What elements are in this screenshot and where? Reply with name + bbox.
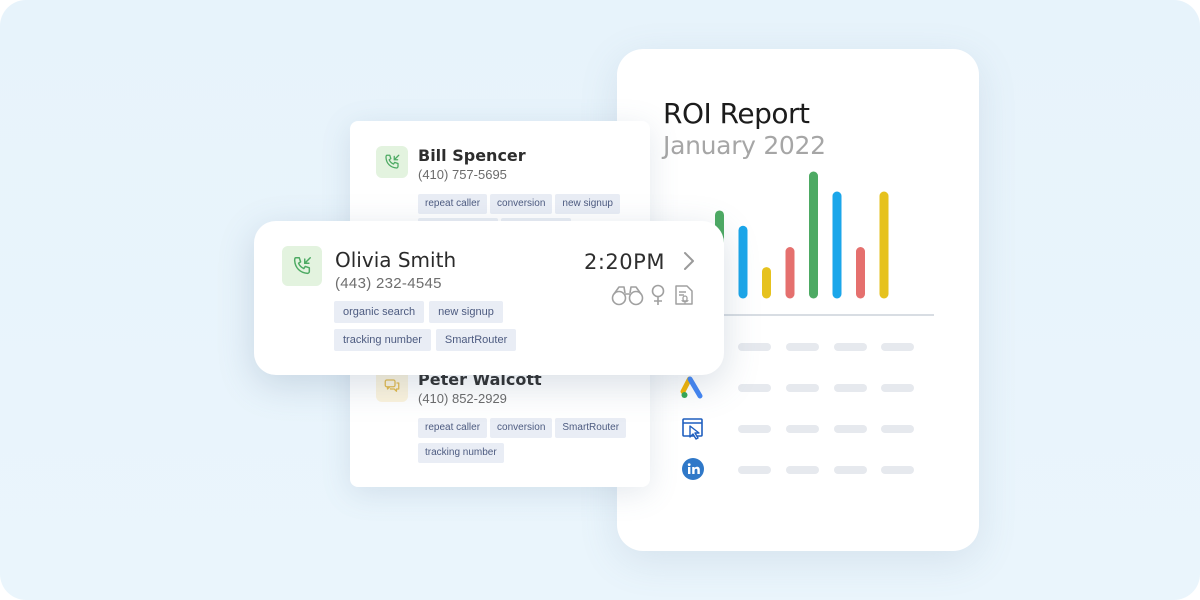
caller-phone: (443) 232-4545	[335, 275, 442, 292]
call-tags: organic search new signup tracking number…	[334, 301, 574, 357]
chat-bubbles-icon	[376, 370, 408, 402]
call-tag: conversion	[490, 418, 553, 438]
transcript-icon	[674, 284, 694, 311]
roi-report-subtitle: January 2022	[663, 131, 826, 160]
call-tag: new signup	[555, 194, 620, 214]
phone-incoming-icon	[376, 146, 408, 178]
chevron-right-icon[interactable]	[682, 251, 696, 271]
call-attribute-icons	[610, 284, 700, 306]
call-tag: SmartRouter	[435, 329, 517, 351]
call-tag: SmartRouter	[555, 418, 627, 438]
call-time: 2:20PM	[584, 250, 665, 274]
caller-name: Bill Spencer	[418, 146, 526, 165]
web-cursor-icon	[682, 418, 703, 440]
call-tag: repeat caller	[418, 194, 488, 214]
call-tag: organic search	[334, 301, 425, 323]
call-tag: tracking number	[418, 443, 504, 463]
caller-name: Olivia Smith	[335, 248, 457, 272]
female-icon	[650, 284, 666, 311]
roi-table-rows	[738, 343, 914, 474]
roi-report-title: ROI Report	[663, 97, 810, 130]
caller-phone: (410) 852-2929	[418, 391, 507, 406]
call-tag: tracking number	[334, 329, 431, 351]
call-tag: conversion	[490, 194, 553, 214]
featured-call-card[interactable]: Olivia Smith (443) 232-4545 organic sear…	[254, 221, 724, 375]
call-tags: repeat caller conversion SmartRouter tracki…	[418, 417, 650, 467]
linkedin-icon	[682, 458, 704, 480]
google-ads-icon	[680, 376, 703, 399]
call-tag: repeat caller	[418, 418, 488, 438]
call-tag: new signup	[429, 301, 503, 323]
caller-phone: (410) 757-5695	[418, 167, 507, 182]
phone-incoming-icon	[282, 246, 322, 286]
binoculars-icon	[610, 284, 646, 311]
